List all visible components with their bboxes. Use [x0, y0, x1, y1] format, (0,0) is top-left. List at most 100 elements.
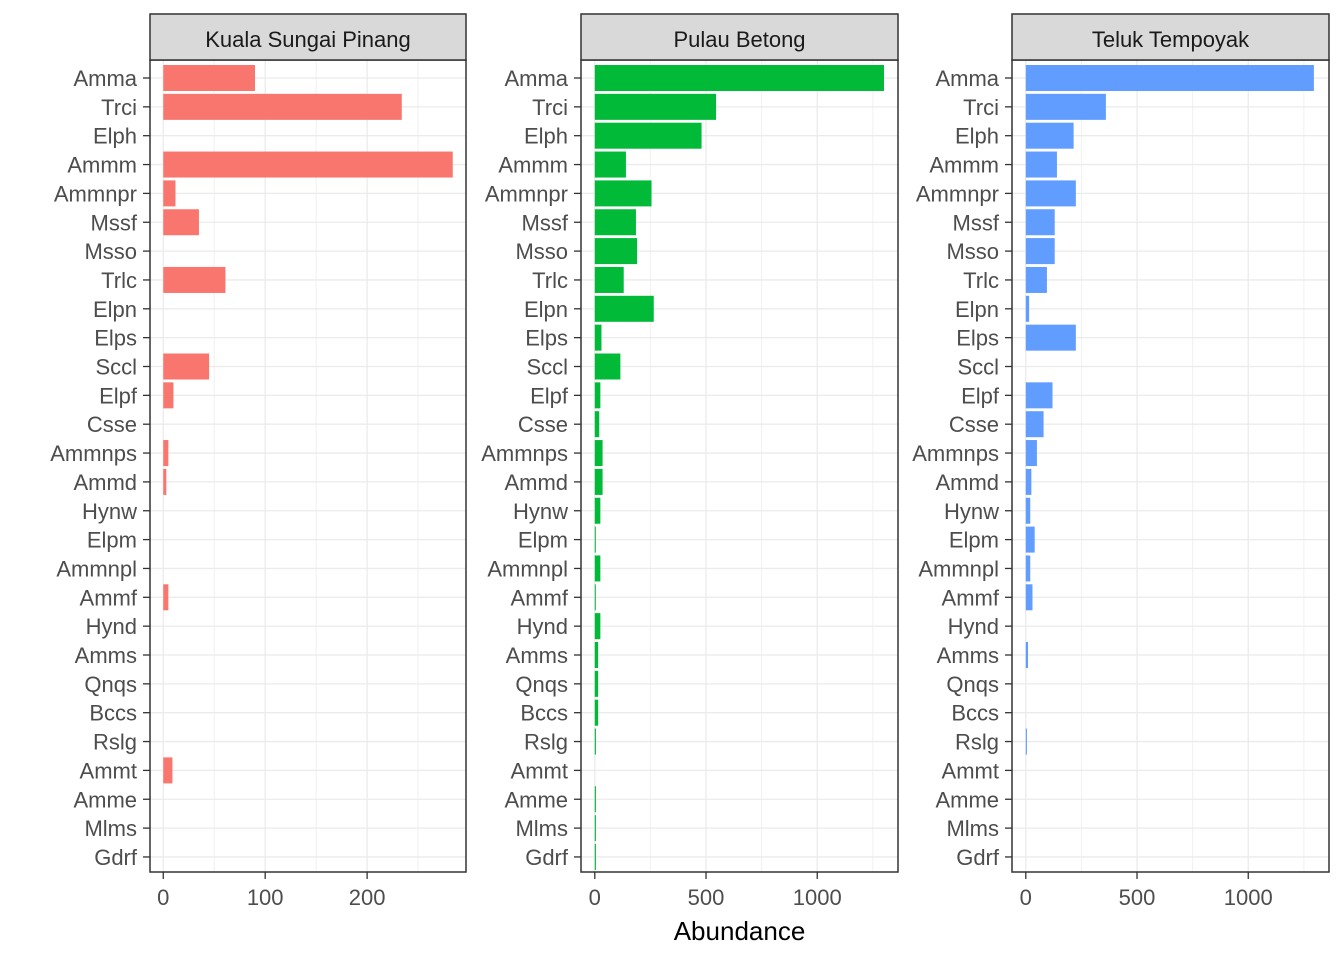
bar-ammnpl — [1025, 555, 1031, 582]
category-label: Ammd — [73, 470, 137, 495]
bar-elpm — [1025, 526, 1035, 553]
bar-elpf — [1025, 382, 1053, 409]
category-label: Gdrf — [956, 845, 1000, 870]
bar-sccl — [594, 353, 621, 380]
bar-ammd — [1025, 468, 1032, 495]
x-axis-title: Abundance — [674, 916, 806, 946]
bar-elph — [1025, 122, 1074, 149]
x-tick-label: 500 — [688, 885, 725, 910]
category-label: Trci — [532, 95, 568, 120]
category-label: Ammf — [511, 585, 569, 610]
category-label: Ammt — [511, 758, 568, 783]
panel-0: Kuala Sungai Pinang Amma Trci Elph Ammm Ammnp… — [50, 13, 467, 910]
category-label: Csse — [518, 412, 568, 437]
category-label: Mssf — [953, 210, 1000, 235]
bar-amma — [163, 65, 255, 91]
bar-amma — [594, 65, 884, 91]
category-label: Rslg — [93, 730, 137, 755]
category-label: Rslg — [524, 730, 568, 755]
category-label: Ammm — [498, 153, 568, 178]
x-tick-label: 100 — [247, 885, 284, 910]
category-label: Amme — [935, 787, 999, 812]
category-label: Ammnps — [912, 441, 999, 466]
bar-ammf — [594, 584, 596, 611]
category-label: Amms — [937, 643, 999, 668]
x-tick-label: 0 — [1020, 885, 1032, 910]
category-label: Amma — [935, 66, 999, 91]
bar-qnqs — [594, 670, 599, 697]
category-label: Elpf — [530, 383, 569, 408]
bar-hynw — [1025, 497, 1031, 524]
category-label: Rslg — [955, 730, 999, 755]
category-label: Elpm — [518, 528, 568, 553]
category-label: Elpf — [99, 383, 138, 408]
bar-trlc — [163, 266, 226, 293]
strip-background — [580, 13, 899, 61]
bar-trci — [163, 93, 402, 120]
x-tick-label: 1000 — [793, 885, 842, 910]
category-label: Ammm — [929, 153, 999, 178]
category-label: Elph — [955, 124, 999, 149]
bar-ammnps — [594, 440, 603, 467]
bar-amme — [594, 786, 596, 813]
category-label: Msso — [84, 239, 137, 264]
bar-mlms — [594, 815, 596, 842]
category-label: Trci — [101, 95, 137, 120]
bar-ammnps — [163, 440, 169, 467]
category-label: Qnqs — [84, 672, 137, 697]
category-label: Mssf — [522, 210, 569, 235]
bar-elps — [594, 324, 602, 351]
category-label: Mlms — [515, 816, 568, 841]
category-label: Ammnpl — [918, 556, 999, 581]
category-label: Bccs — [520, 701, 568, 726]
category-label: Trlc — [101, 268, 137, 293]
panel-background — [150, 60, 466, 872]
category-label: Sccl — [957, 355, 999, 380]
category-label: Sccl — [95, 355, 137, 380]
category-label: Ammnpl — [56, 556, 137, 581]
bar-ammt — [163, 757, 173, 784]
category-label: Elpm — [87, 528, 137, 553]
bar-trlc — [1025, 266, 1047, 293]
bar-ammf — [163, 584, 169, 611]
category-label: Elps — [956, 326, 999, 351]
bar-amms — [594, 642, 599, 668]
bar-msso — [1025, 238, 1055, 265]
category-label: Ammnps — [50, 441, 137, 466]
category-label: Csse — [949, 412, 999, 437]
panel-title: Pulau Betong — [673, 27, 805, 52]
bar-rslg — [1025, 728, 1027, 755]
bar-mssf — [1025, 209, 1055, 236]
bar-elps — [1025, 324, 1076, 351]
bar-ammnpr — [594, 180, 652, 207]
category-label: Bccs — [951, 701, 999, 726]
category-label: Amma — [504, 66, 568, 91]
bar-amma — [1025, 65, 1314, 91]
panel-2: Teluk Tempoyak Amma Trci Elph Ammm Ammnpr Mssf… — [912, 13, 1330, 910]
category-label: Amms — [506, 643, 568, 668]
category-label: Amme — [73, 787, 137, 812]
category-label: Trci — [963, 95, 999, 120]
category-label: Amma — [73, 66, 137, 91]
bar-csse — [594, 411, 600, 438]
category-label: Elph — [93, 124, 137, 149]
x-tick-label: 500 — [1119, 885, 1156, 910]
bar-hynw — [594, 497, 601, 524]
bar-ammd — [163, 468, 167, 495]
x-tick-label: 0 — [157, 885, 169, 910]
panel-title: Kuala Sungai Pinang — [205, 27, 411, 52]
bar-ammnpr — [163, 180, 176, 207]
category-label: Ammd — [935, 470, 999, 495]
category-label: Qnqs — [946, 672, 999, 697]
panel-1: Pulau Betong Amma Trci Elph Ammm Ammnpr Mssf Ms… — [481, 13, 899, 910]
category-label: Mssf — [91, 210, 138, 235]
bar-elpn — [1025, 295, 1030, 322]
category-label: Hynw — [944, 499, 999, 524]
bar-elph — [594, 122, 702, 149]
bar-ammf — [1025, 584, 1033, 611]
category-label: Elps — [525, 326, 568, 351]
category-label: Gdrf — [94, 845, 138, 870]
bar-hynd — [594, 613, 601, 640]
category-label: Elpf — [961, 383, 1000, 408]
